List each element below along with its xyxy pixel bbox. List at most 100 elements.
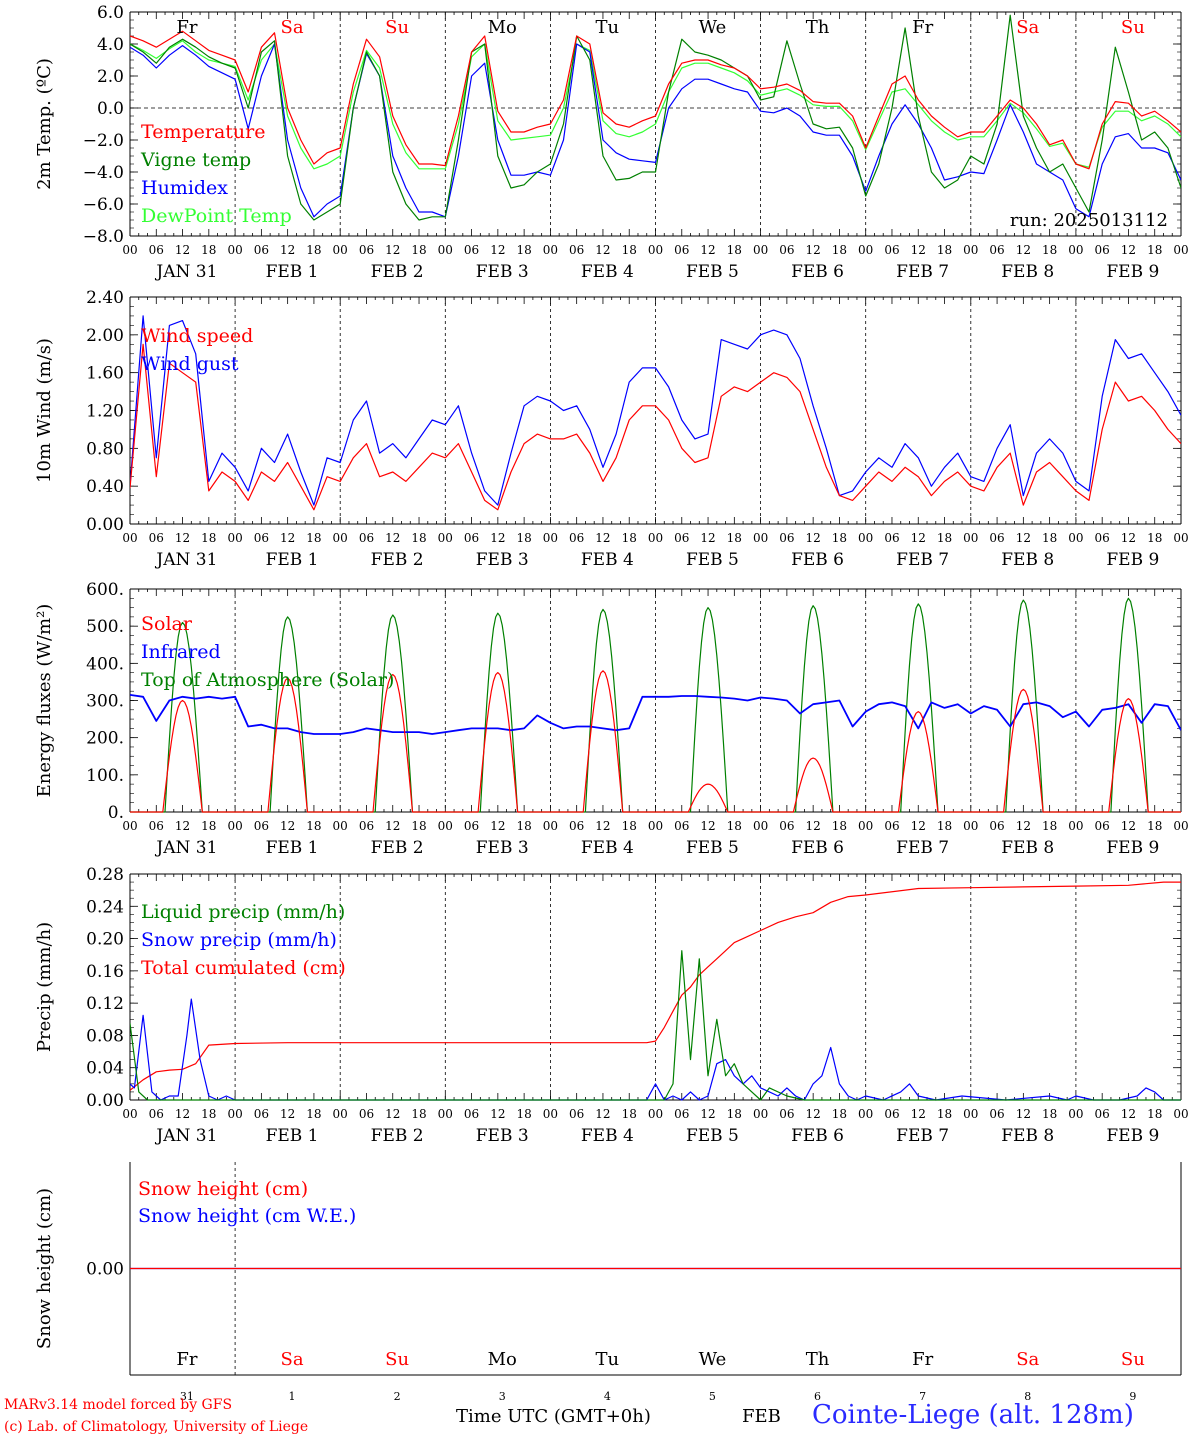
hour-tick-label: 00 — [753, 243, 768, 257]
day-abbr-label: Sa — [280, 1349, 303, 1370]
series-line-solar — [130, 670, 1181, 813]
hour-tick-label: 00 — [753, 531, 768, 545]
legend-entry: Solar — [141, 613, 193, 635]
hour-tick-label: 06 — [1095, 243, 1110, 257]
panel-temperature: 00 06 12 18 00 06 12 18 00 06 12 18 00 06 12 18 00 06 12 18… — [34, 3, 1189, 282]
y-tick-label: 1.20 — [86, 402, 124, 422]
legend-entry: Wind speed — [141, 325, 253, 347]
hour-tick-label: 00 — [648, 531, 663, 545]
day-abbr-label: Fr — [912, 1349, 933, 1370]
day-abbr-label: Su — [385, 17, 409, 38]
y-tick-label: 0.40 — [86, 477, 124, 497]
day-abbr-label: Fr — [176, 1349, 197, 1370]
y-tick-label: 0.00 — [86, 515, 124, 535]
series-line-humidex — [130, 43, 1181, 218]
hour-tick-label: 06 — [884, 531, 899, 545]
hour-tick-label: 18 — [832, 531, 847, 545]
hour-tick-label: 06 — [254, 531, 269, 545]
series-group — [130, 315, 1181, 511]
date-label: FEB 3 — [476, 262, 529, 282]
y-tick-label: 0.04 — [86, 1059, 124, 1079]
hour-tick-label: 18 — [622, 531, 637, 545]
day-abbr-label: We — [699, 17, 727, 38]
hour-tick-label: 06 — [674, 243, 689, 257]
hour-tick-label: 06 — [989, 243, 1004, 257]
hour-tick-label: 12 — [490, 819, 505, 833]
hour-tick-label: 00 — [122, 819, 137, 833]
hour-tick-label: 18 — [411, 243, 426, 257]
hour-tick-label: 00 — [333, 1107, 348, 1121]
hour-tick-label: 12 — [806, 1107, 821, 1121]
hour-tick-label: 12 — [1016, 819, 1031, 833]
y-tick-label: 100. — [86, 766, 124, 786]
date-label: FEB 5 — [686, 838, 739, 858]
hour-tick-label: 06 — [569, 243, 584, 257]
y-tick-label: 400. — [86, 654, 124, 674]
date-label: JAN 31 — [154, 1126, 217, 1146]
hour-tick-label: 12 — [911, 243, 926, 257]
hour-tick-label: 00 — [543, 531, 558, 545]
date-label: FEB 4 — [581, 550, 634, 570]
hour-tick-label: 12 — [175, 243, 190, 257]
y-tick-label: 0.08 — [86, 1026, 124, 1046]
hour-tick-label: 00 — [333, 819, 348, 833]
date-label: FEB 1 — [266, 1126, 319, 1146]
y-axis-label: 2m Temp. (ºC) — [34, 58, 55, 190]
y-tick-label: 6.0 — [97, 3, 124, 23]
hour-tick-label: 12 — [1016, 531, 1031, 545]
hour-tick-label: 18 — [306, 1107, 321, 1121]
day-abbr-label: Su — [385, 1349, 409, 1370]
hour-tick-label: 18 — [622, 1107, 637, 1121]
hour-tick-label: 00 — [227, 243, 242, 257]
y-tick-label: 0.20 — [86, 930, 124, 950]
date-label: FEB 9 — [1106, 550, 1159, 570]
series-group — [130, 597, 1181, 813]
hour-tick-label: 06 — [464, 1107, 479, 1121]
hour-tick-label: 06 — [674, 1107, 689, 1121]
hour-tick-label: 00 — [122, 243, 137, 257]
hour-tick-label: 18 — [516, 531, 531, 545]
hour-tick-label: 00 — [1173, 1107, 1188, 1121]
hour-tick-label: 06 — [359, 1107, 374, 1121]
hour-tick-label: 00 — [858, 1107, 873, 1121]
hour-tick-label: 06 — [1095, 1107, 1110, 1121]
date-label: FEB 4 — [581, 1126, 634, 1146]
hour-tick-label: 18 — [727, 531, 742, 545]
hour-tick-label: 12 — [1121, 819, 1136, 833]
hour-tick-label: 06 — [779, 243, 794, 257]
hour-tick-label: 00 — [1068, 819, 1083, 833]
y-tick-label: 0.0 — [97, 99, 124, 119]
hour-tick-label: 00 — [648, 1107, 663, 1121]
hour-tick-label: 12 — [385, 531, 400, 545]
hour-tick-label: 18 — [516, 819, 531, 833]
hour-tick-label: 06 — [674, 531, 689, 545]
y-tick-label: −2.0 — [83, 131, 124, 151]
day-abbr-label: Mo — [488, 1349, 517, 1370]
day-abbr-label: Fr — [912, 17, 933, 38]
hour-tick-label: 12 — [280, 1107, 295, 1121]
day-abbr-label: Su — [1121, 17, 1145, 38]
hour-tick-label: 00 — [753, 1107, 768, 1121]
date-label: FEB 2 — [371, 1126, 424, 1146]
date-label: FEB 2 — [371, 550, 424, 570]
hour-tick-label: 12 — [1121, 1107, 1136, 1121]
hour-tick-label: 12 — [385, 243, 400, 257]
hour-tick-label: 18 — [622, 243, 637, 257]
legend-entry: Total cumulated (cm) — [141, 957, 346, 979]
hour-tick-label: 06 — [149, 243, 164, 257]
hour-tick-label: 12 — [595, 531, 610, 545]
hour-tick-label: 18 — [937, 243, 952, 257]
lab-credit: (c) Lab. of Climatology, University of L… — [4, 1419, 309, 1435]
series-group — [130, 14, 1181, 221]
hour-tick-label: 06 — [884, 243, 899, 257]
date-label: FEB 3 — [476, 838, 529, 858]
hour-tick-label: 18 — [1147, 531, 1162, 545]
hour-tick-label: 00 — [227, 531, 242, 545]
hour-tick-label: 12 — [911, 531, 926, 545]
hour-tick-label: 00 — [858, 243, 873, 257]
hour-tick-label: 06 — [359, 531, 374, 545]
series-line-temperature — [130, 30, 1181, 170]
date-label: FEB 4 — [581, 838, 634, 858]
y-tick-label: 600. — [86, 580, 124, 600]
legend-entry: Top of Atmosphere (Solar) — [141, 669, 394, 691]
